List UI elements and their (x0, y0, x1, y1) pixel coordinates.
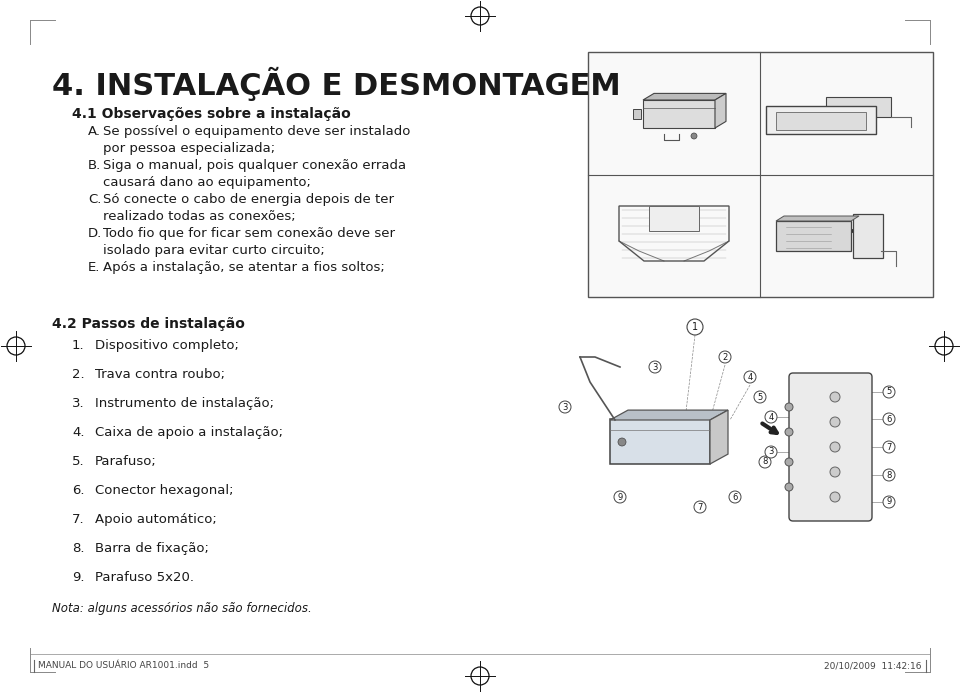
Bar (853, 214, 883, 258)
Bar (776, 221, 851, 251)
Text: 6: 6 (732, 493, 737, 502)
Text: 7.: 7. (72, 513, 84, 526)
Text: Nota: alguns acessórios não são fornecidos.: Nota: alguns acessórios não são fornecid… (52, 602, 312, 615)
Circle shape (883, 496, 895, 508)
Text: 7: 7 (697, 502, 703, 511)
Circle shape (830, 467, 840, 477)
Circle shape (883, 386, 895, 398)
Circle shape (765, 446, 777, 458)
Text: Caixa de apoio a instalação;: Caixa de apoio a instalação; (95, 426, 283, 439)
Text: 1.: 1. (72, 339, 84, 352)
Polygon shape (610, 410, 728, 420)
Text: MANUAL DO USUÁRIO AR1001.indd  5: MANUAL DO USUÁRIO AR1001.indd 5 (38, 662, 209, 671)
Text: 9: 9 (886, 498, 892, 507)
Text: 6.: 6. (72, 484, 84, 497)
Text: E.: E. (88, 261, 101, 274)
Text: 2.: 2. (72, 368, 84, 381)
Bar (588, 52, 933, 297)
Text: Parafuso;: Parafuso; (95, 455, 156, 468)
Text: 6: 6 (886, 415, 892, 424)
Text: 1: 1 (692, 322, 698, 332)
Text: Todo fio que for ficar sem conexão deve ser
isolado para evitar curto circuito;: Todo fio que for ficar sem conexão deve … (103, 227, 395, 257)
Text: 4. INSTALAÇÃO E DESMONTAGEM: 4. INSTALAÇÃO E DESMONTAGEM (52, 67, 621, 101)
Text: 4: 4 (748, 372, 753, 381)
Text: A.: A. (88, 125, 101, 138)
Circle shape (883, 441, 895, 453)
Text: 4: 4 (768, 412, 774, 421)
Text: Trava contra roubo;: Trava contra roubo; (95, 368, 225, 381)
Circle shape (719, 351, 731, 363)
Circle shape (614, 491, 626, 503)
Text: 4.: 4. (72, 426, 84, 439)
Circle shape (830, 492, 840, 502)
Circle shape (785, 483, 793, 491)
Text: B.: B. (88, 159, 101, 172)
Circle shape (883, 469, 895, 481)
Circle shape (687, 319, 703, 335)
Text: 2: 2 (722, 352, 728, 361)
Text: Apoio automático;: Apoio automático; (95, 513, 217, 526)
Circle shape (744, 371, 756, 383)
Text: C.: C. (88, 193, 102, 206)
Text: Instrumento de instalação;: Instrumento de instalação; (95, 397, 274, 410)
FancyBboxPatch shape (649, 206, 699, 231)
Circle shape (830, 417, 840, 427)
Text: Só conecte o cabo de energia depois de ter
realizado todas as conexões;: Só conecte o cabo de energia depois de t… (103, 193, 394, 223)
Text: 5: 5 (757, 392, 762, 401)
Text: 5: 5 (886, 388, 892, 397)
Polygon shape (776, 216, 859, 221)
Text: 4.2 Passos de instalação: 4.2 Passos de instalação (52, 317, 245, 331)
Bar (766, 106, 876, 134)
Text: 20/10/2009  11:42:16: 20/10/2009 11:42:16 (825, 662, 922, 671)
Text: Após a instalação, se atentar a fios soltos;: Após a instalação, se atentar a fios sol… (103, 261, 385, 274)
Circle shape (785, 458, 793, 466)
Text: D.: D. (88, 227, 103, 240)
Polygon shape (643, 93, 726, 100)
Text: Se possível o equipamento deve ser instalado
por pessoa especializada;: Se possível o equipamento deve ser insta… (103, 125, 410, 155)
Circle shape (754, 391, 766, 403)
Text: Parafuso 5x20.: Parafuso 5x20. (95, 571, 194, 584)
Text: 8: 8 (762, 457, 768, 466)
Circle shape (830, 392, 840, 402)
Text: 9: 9 (617, 493, 623, 502)
Text: 7: 7 (886, 442, 892, 451)
Circle shape (694, 501, 706, 513)
Bar (643, 100, 715, 128)
Circle shape (765, 411, 777, 423)
Text: Conector hexagonal;: Conector hexagonal; (95, 484, 233, 497)
Circle shape (883, 413, 895, 425)
Text: Dispositivo completo;: Dispositivo completo; (95, 339, 239, 352)
Circle shape (559, 401, 571, 413)
Text: Siga o manual, pois qualquer conexão errada
causará dano ao equipamento;: Siga o manual, pois qualquer conexão err… (103, 159, 406, 189)
Circle shape (785, 403, 793, 411)
Text: Barra de fixação;: Barra de fixação; (95, 542, 209, 555)
Circle shape (729, 491, 741, 503)
Text: 3.: 3. (72, 397, 84, 410)
Text: 8.: 8. (72, 542, 84, 555)
Circle shape (759, 456, 771, 468)
Text: 4.1 Observações sobre a instalação: 4.1 Observações sobre a instalação (72, 107, 350, 121)
Bar (610, 419, 710, 464)
Text: 8: 8 (886, 471, 892, 480)
Circle shape (618, 438, 626, 446)
Polygon shape (715, 93, 726, 128)
Text: 9.: 9. (72, 571, 84, 584)
Text: 5.: 5. (72, 455, 84, 468)
Text: 3: 3 (768, 448, 774, 457)
Bar (633, 109, 641, 119)
FancyBboxPatch shape (789, 373, 872, 521)
Circle shape (830, 442, 840, 452)
Bar (776, 112, 866, 130)
Polygon shape (710, 410, 728, 464)
Bar (826, 97, 891, 117)
Circle shape (649, 361, 661, 373)
Circle shape (785, 428, 793, 436)
Circle shape (691, 133, 697, 139)
Text: 3: 3 (652, 363, 658, 372)
Text: 3: 3 (563, 403, 567, 412)
